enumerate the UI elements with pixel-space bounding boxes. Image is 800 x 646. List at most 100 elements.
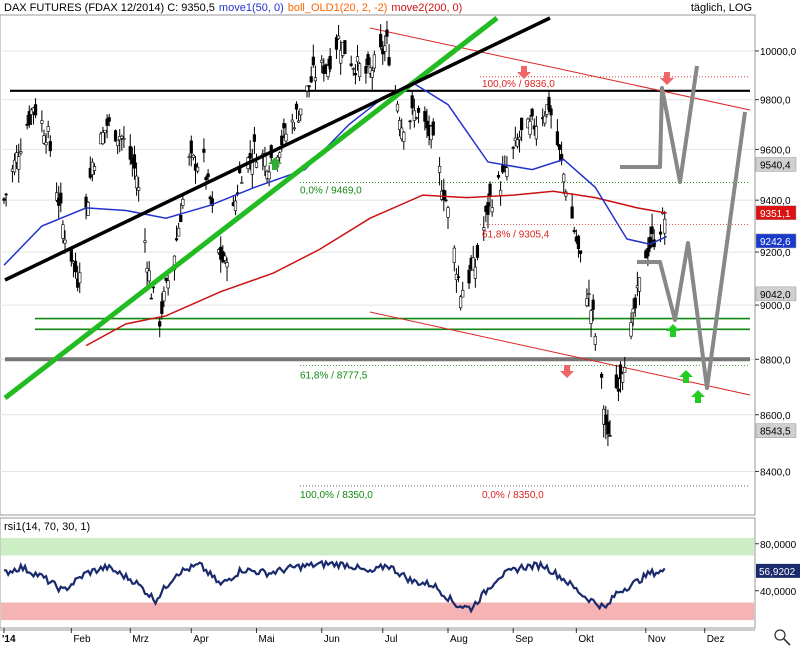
candle-body [322, 65, 326, 74]
x-tick-label: Mai [259, 634, 275, 645]
period-label: täglich, LOG [691, 2, 752, 14]
candle-body [473, 266, 477, 279]
candle-body [589, 310, 593, 324]
candle-body [17, 156, 21, 170]
candle-body [4, 193, 8, 196]
x-tick-label: Apr [193, 634, 209, 645]
x-tick-label: Aug [450, 634, 468, 645]
candle-body [113, 130, 118, 142]
candle-body [166, 280, 170, 289]
candle-body [311, 56, 315, 66]
candle-body [208, 196, 212, 200]
candle-body [530, 108, 534, 117]
price-tag-label: 9242,6 [760, 237, 791, 248]
candle-body [343, 40, 347, 54]
chart-title: DAX FUTURES (FDAX 12/2014) C: 9350,5 move… [4, 2, 462, 14]
sell-arrow [560, 365, 574, 378]
fib-label: 61,8% / 8777,5 [300, 370, 368, 381]
candle-body [616, 388, 621, 392]
candle-body [587, 293, 591, 295]
y-tick-label: 8400,0 [760, 468, 791, 479]
candle-body [27, 111, 31, 125]
y-tick-label: 9200,0 [760, 248, 791, 259]
candle-body [44, 142, 48, 146]
x-tick-label: Sep [515, 634, 533, 645]
forecast-upper [620, 65, 699, 184]
candle-body [204, 177, 208, 181]
candle-body [181, 199, 185, 206]
candle-body [585, 298, 589, 306]
fib-label: 61,8% / 9305,4 [482, 230, 550, 241]
candle-body [496, 175, 501, 178]
candle-body [515, 139, 520, 147]
candle-body [562, 173, 566, 183]
candle-body [578, 250, 583, 254]
forecast-lower [637, 111, 747, 390]
channel-upper [369, 27, 751, 111]
candle-body [351, 68, 355, 70]
candle-body [46, 126, 50, 132]
candle-body [149, 297, 153, 300]
candle-body [663, 218, 667, 234]
candle-body [511, 147, 515, 149]
fib-label: 100,0% / 9836,0 [482, 79, 555, 90]
candle-body [160, 301, 164, 314]
buy-arrow [679, 370, 693, 383]
candle-body [372, 54, 376, 69]
candle-body [412, 110, 416, 121]
candle-body [233, 200, 238, 212]
buy-arrow [268, 157, 282, 170]
rsi-current-tag: 56,9202 [756, 563, 800, 578]
candle-body [40, 120, 44, 124]
y-tick-label: 9600,0 [760, 145, 791, 156]
candle-body [621, 373, 625, 383]
candle-body [307, 85, 311, 88]
candle-body [431, 121, 435, 136]
candle-body [505, 167, 509, 177]
candle-body [547, 96, 551, 110]
candle-body [503, 166, 507, 168]
candle-body [608, 435, 612, 437]
black-trendline [4, 16, 551, 282]
candle-body [650, 226, 654, 234]
candle-body [59, 192, 63, 204]
candle-body [2, 198, 6, 201]
candle-body [482, 227, 486, 231]
candle-body [395, 103, 400, 112]
price-tag-label: 9042,0 [760, 290, 791, 301]
candle-body [191, 154, 195, 158]
candle-body [593, 336, 597, 345]
candle-body [252, 134, 257, 142]
y-tick-label: 8600,0 [760, 411, 791, 422]
rsi-tag-box [756, 563, 800, 578]
candle-body [364, 66, 368, 74]
candle-body [294, 103, 299, 110]
candle-body [336, 35, 341, 40]
magnifier-icon[interactable] [774, 629, 791, 646]
x-tick-label: Mrz [132, 634, 149, 645]
candle-body [240, 182, 244, 184]
x-tick-label: Dez [707, 634, 725, 645]
candle-body [320, 59, 324, 63]
candle-body [459, 296, 463, 309]
candle-body [137, 187, 141, 191]
candle-body [442, 189, 446, 201]
candle-body [202, 148, 206, 153]
candle-body [86, 202, 90, 216]
price-tag-label: 9540,4 [760, 160, 791, 171]
rsi-tick-label: 40,0000 [760, 587, 797, 598]
candle-body [486, 202, 490, 215]
x-tick-label: Okt [578, 634, 594, 645]
candle-body [488, 183, 492, 197]
candle-body [326, 65, 330, 77]
price-plot-area [0, 14, 756, 516]
candle-body [557, 144, 562, 150]
candle-body [370, 70, 374, 78]
candle-body [490, 207, 494, 213]
candle-body [128, 146, 132, 160]
candle-body [599, 373, 604, 378]
candle-body [296, 120, 301, 123]
sell-arrow [660, 72, 674, 85]
candle-body [629, 322, 633, 337]
buy-arrow [691, 390, 705, 403]
